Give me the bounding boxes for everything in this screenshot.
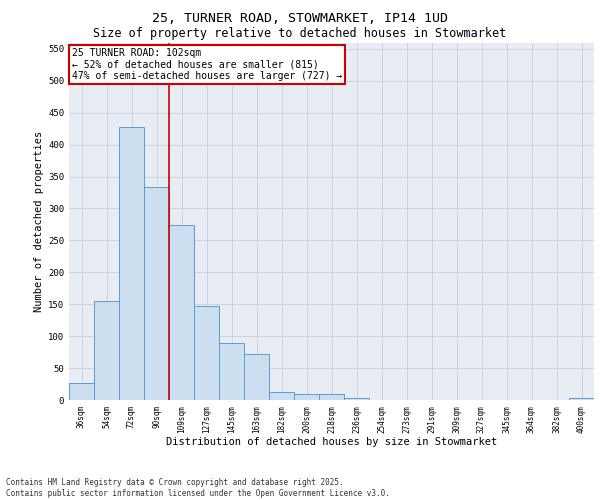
Bar [119, 127, 144, 400]
Y-axis label: Number of detached properties: Number of detached properties [34, 130, 44, 312]
Bar [194, 306, 219, 400]
Bar [69, 383, 94, 400]
Text: Size of property relative to detached houses in Stowmarket: Size of property relative to detached ho… [94, 28, 506, 40]
Bar [269, 392, 294, 400]
Bar [344, 398, 369, 400]
Bar [319, 394, 344, 400]
Bar [219, 342, 244, 400]
Bar [169, 225, 194, 400]
Text: Contains HM Land Registry data © Crown copyright and database right 2025.
Contai: Contains HM Land Registry data © Crown c… [6, 478, 390, 498]
Bar [144, 188, 169, 400]
Bar [294, 394, 319, 400]
Bar [94, 301, 119, 400]
Text: 25, TURNER ROAD, STOWMARKET, IP14 1UD: 25, TURNER ROAD, STOWMARKET, IP14 1UD [152, 12, 448, 26]
Text: 25 TURNER ROAD: 102sqm
← 52% of detached houses are smaller (815)
47% of semi-de: 25 TURNER ROAD: 102sqm ← 52% of detached… [71, 48, 342, 81]
Bar [244, 354, 269, 400]
Bar [569, 398, 594, 400]
X-axis label: Distribution of detached houses by size in Stowmarket: Distribution of detached houses by size … [166, 437, 497, 447]
